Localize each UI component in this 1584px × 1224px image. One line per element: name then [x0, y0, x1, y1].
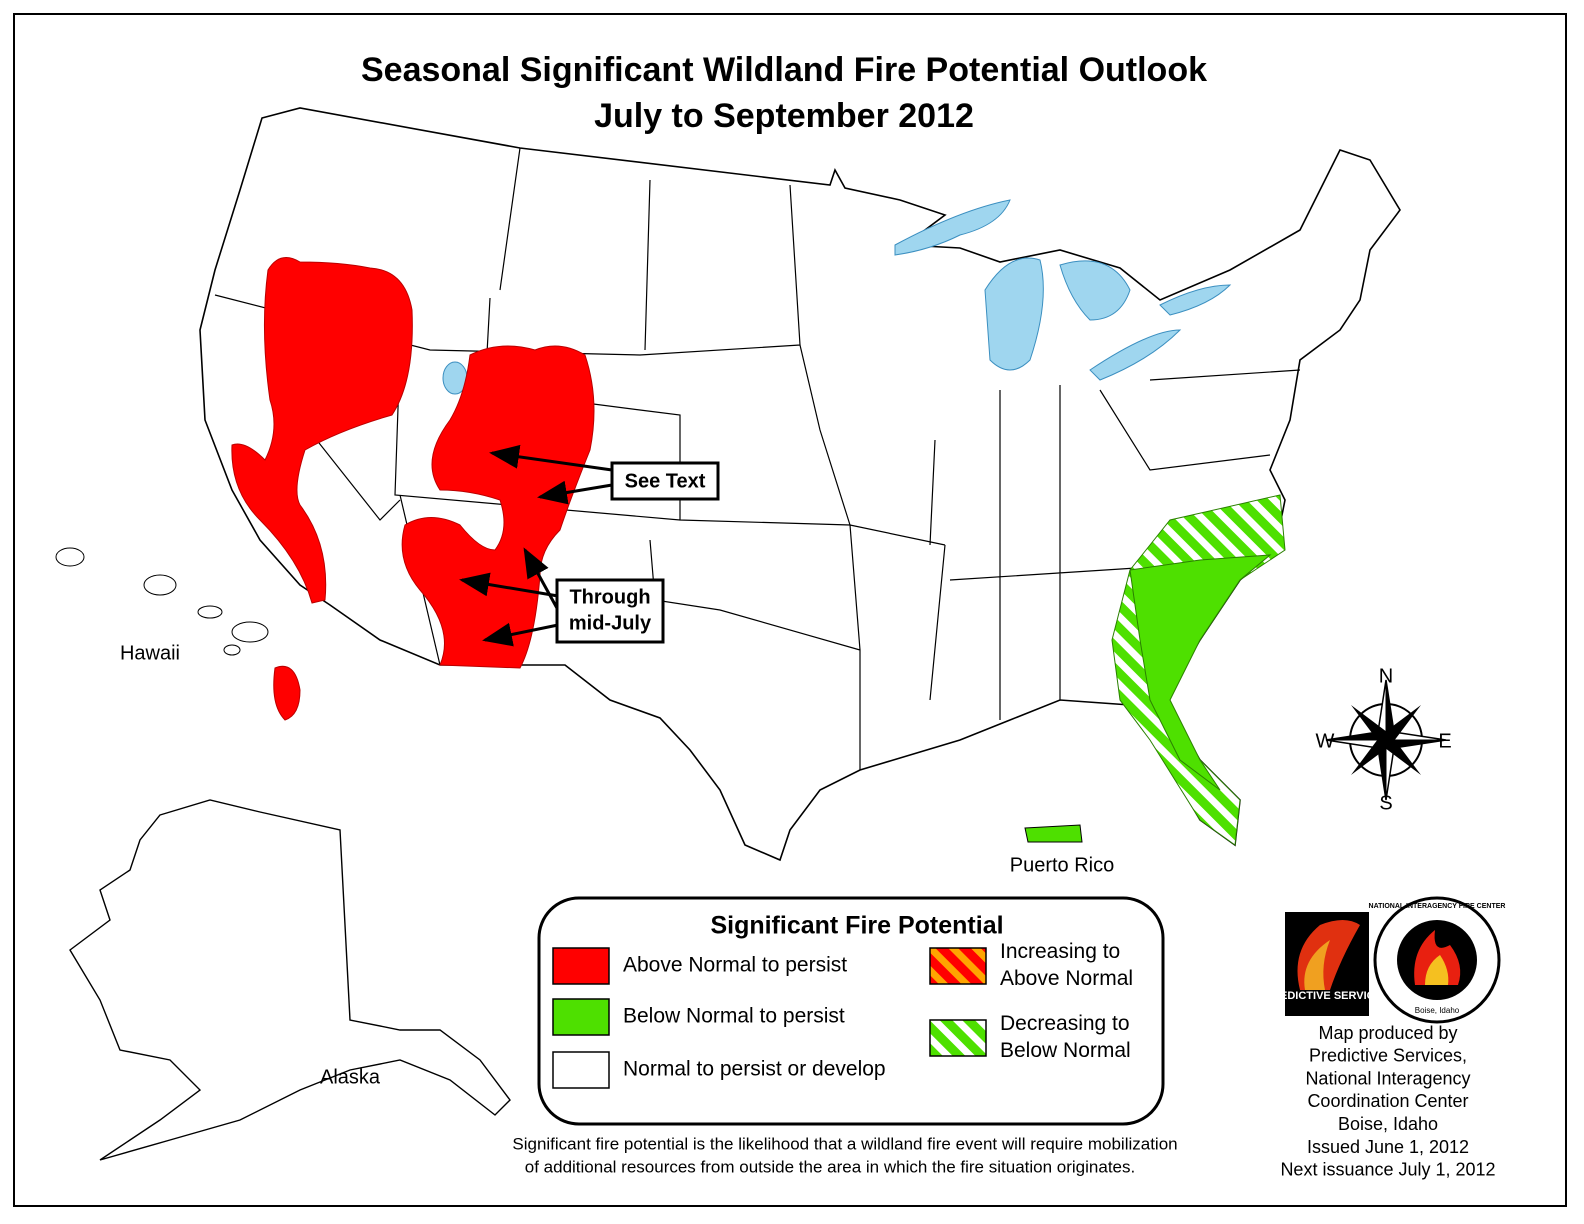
compass-w: W	[1316, 730, 1335, 752]
logo-text: PREDICTIVE SERVICES	[1265, 990, 1390, 1002]
legend-label: Increasing to	[1000, 940, 1120, 963]
alaska-label: Alaska	[320, 1066, 381, 1088]
title: Seasonal Significant Wildland Fire Poten…	[361, 51, 1207, 89]
legend-label: Decreasing to	[1000, 1012, 1130, 1035]
hawaii	[55, 547, 269, 656]
callout-box	[555, 578, 665, 644]
nifc-logo: NATIONAL INTERAGENCY FIRE CENTER Boise, …	[1369, 896, 1506, 1024]
footnote: Significant fire potential is the likeli…	[512, 1134, 1177, 1153]
compass-s: S	[1379, 792, 1392, 814]
compass-e: E	[1438, 730, 1451, 752]
callout-text: Through	[569, 586, 650, 608]
puerto-rico-label: Puerto Rico	[1010, 854, 1115, 876]
credit-line: Coordination Center	[1307, 1091, 1468, 1111]
legend-label: Below Normal	[1000, 1039, 1131, 1062]
credit-line: Predictive Services,	[1309, 1046, 1467, 1066]
logo-text: NATIONAL INTERAGENCY FIRE CENTER	[1369, 903, 1506, 910]
legend-swatch	[552, 998, 610, 1036]
logo-text: Boise, Idaho	[1415, 1006, 1460, 1015]
callout-text: See Text	[625, 470, 706, 492]
southeast-areas	[1024, 494, 1286, 846]
legend-swatch	[552, 947, 610, 985]
legend-items: Above Normal to persist Below Normal to p…	[552, 940, 1133, 1089]
credit-line: Map produced by	[1318, 1023, 1457, 1043]
credit-line: Issued June 1, 2012	[1307, 1137, 1469, 1157]
legend-label: Below Normal to persist	[623, 1005, 845, 1028]
legend-swatch	[929, 1019, 987, 1057]
legend-title: Significant Fire Potential	[710, 912, 1003, 940]
legend-box	[537, 896, 1165, 1126]
legend-swatch	[552, 1051, 610, 1089]
legend-label: Above Normal to persist	[623, 954, 847, 977]
credit-line: Boise, Idaho	[1338, 1114, 1438, 1134]
compass	[1325, 679, 1447, 801]
above-normal-areas	[231, 257, 595, 721]
predictive-logo: PREDICTIVE SERVICES	[1265, 912, 1390, 1016]
callouts	[459, 444, 613, 647]
credit-line: National Interagency	[1305, 1068, 1470, 1088]
credit-line: Next issuance July 1, 2012	[1280, 1160, 1495, 1180]
legend-label: Above Normal	[1000, 967, 1133, 990]
footnote: of additional resources from outside the…	[525, 1157, 1135, 1176]
hawaii-label: Hawaii	[120, 642, 180, 664]
compass-n: N	[1379, 665, 1393, 687]
alaska	[69, 799, 511, 1161]
legend-label: Normal to persist or develop	[623, 1058, 886, 1081]
callout-box	[610, 461, 720, 501]
legend-swatch	[929, 947, 987, 985]
credits: Map produced by Predictive Services,Natio…	[1280, 1023, 1495, 1180]
callout-text: mid-July	[569, 612, 652, 634]
subtitle: July to September 2012	[594, 97, 974, 135]
